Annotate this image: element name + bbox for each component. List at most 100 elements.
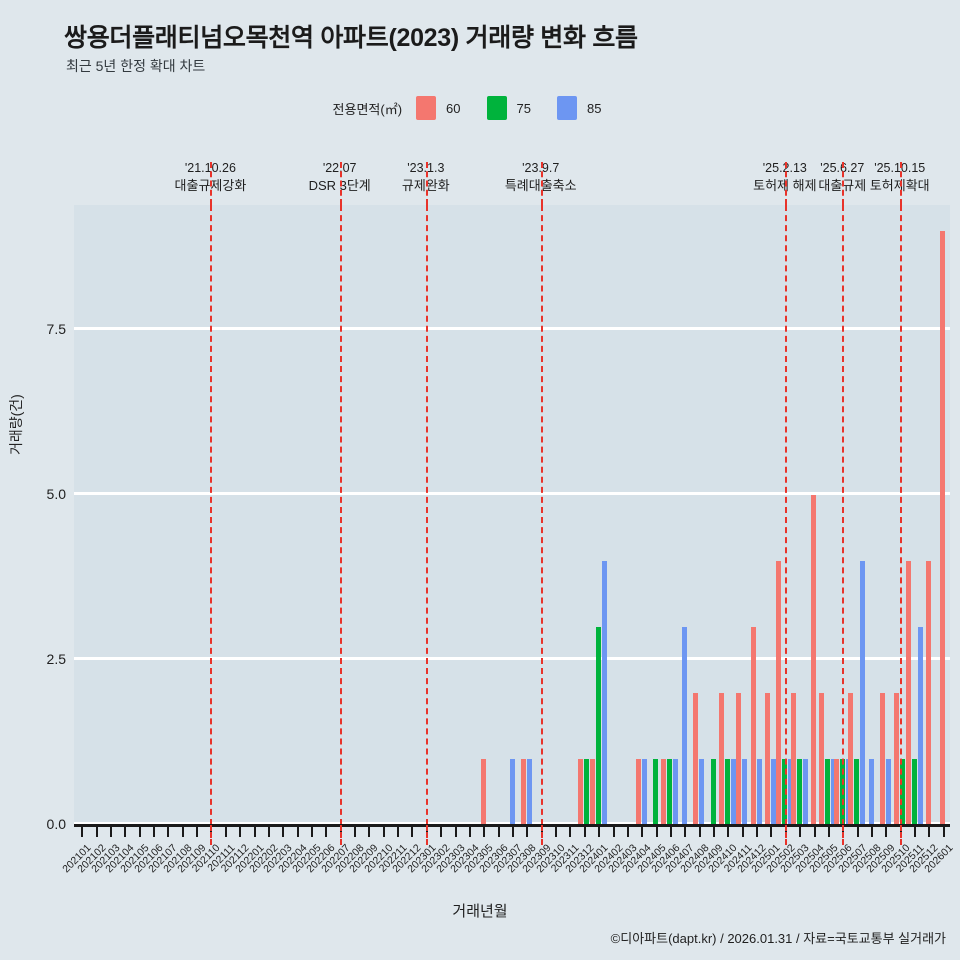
bar-60-202312[interactable] [578, 759, 584, 825]
bar-60-202504[interactable] [811, 495, 817, 825]
bar-60-202510[interactable] [894, 693, 900, 825]
x-tick [641, 827, 644, 837]
bar-75-202510[interactable] [900, 759, 906, 825]
bar-60-202511[interactable] [905, 561, 911, 825]
y-tick-label: 5.0 [46, 486, 66, 503]
event-line-ext-top-202207 [339, 162, 342, 205]
bar-85-202412[interactable] [756, 759, 762, 825]
annotation-date: '23.1.3 [407, 161, 445, 175]
x-tick [569, 827, 572, 837]
x-tick [296, 827, 299, 837]
bar-75-202503[interactable] [796, 759, 802, 825]
bar-85-202511[interactable] [917, 627, 923, 825]
x-tick [713, 827, 716, 837]
bar-60-202410[interactable] [718, 693, 724, 825]
event-line-ext-bottom-202207 [339, 825, 342, 845]
bar-60-202505[interactable] [819, 693, 825, 825]
bar-75-202406[interactable] [667, 759, 673, 825]
legend-entry-75[interactable]: 75 [486, 96, 531, 120]
event-line-ext-top-202510 [899, 162, 902, 205]
x-tick [799, 827, 802, 837]
x-tick [138, 827, 141, 837]
annotation-text: 토허제 해제 [753, 178, 817, 193]
y-tick-label: 2.5 [46, 651, 66, 668]
event-line-ext-bottom-202506 [842, 825, 845, 845]
x-tick [382, 827, 385, 837]
x-axis-label: 거래년월 [452, 903, 508, 920]
bar-85-202404[interactable] [641, 759, 647, 825]
bar-85-202407[interactable] [681, 627, 687, 825]
bar-60-202308[interactable] [520, 759, 526, 825]
bar-60-202305[interactable] [480, 759, 486, 825]
event-line-ext-top-202110 [210, 162, 213, 205]
bar-60-202512[interactable] [925, 561, 931, 825]
bar-75-202405[interactable] [653, 759, 659, 825]
x-tick [856, 827, 859, 837]
bar-60-202404[interactable] [635, 759, 641, 825]
bar-75-202505[interactable] [825, 759, 831, 825]
bar-60-202411[interactable] [736, 693, 742, 825]
bar-85-202410[interactable] [730, 759, 736, 825]
x-tick [526, 827, 529, 837]
bar-85-202509[interactable] [885, 759, 891, 825]
annotation-202309: '23.9.7 특례대출축소 [471, 160, 611, 195]
bar-85-202507[interactable] [860, 561, 866, 825]
x-tick [770, 827, 773, 837]
annotation-date: '21.10.26 [184, 161, 236, 175]
bar-75-202511[interactable] [911, 759, 917, 825]
event-line-ext-bottom-202502 [784, 825, 787, 845]
x-tick [167, 827, 170, 837]
bar-75-202409[interactable] [710, 759, 716, 825]
x-tick [109, 827, 112, 837]
bar-85-202308[interactable] [526, 759, 532, 825]
bar-85-202408[interactable] [699, 759, 705, 825]
legend-entry-60[interactable]: 60 [416, 96, 461, 120]
bar-60-202507[interactable] [848, 693, 854, 825]
legend-entry-85[interactable]: 85 [556, 96, 602, 120]
bar-60-202506[interactable] [833, 759, 839, 825]
bar-85-202503[interactable] [802, 759, 808, 825]
legend-swatch-60 [416, 96, 437, 120]
bar-60-202503[interactable] [790, 693, 796, 825]
x-tick [325, 827, 328, 837]
bar-85-202508[interactable] [868, 759, 874, 825]
x-tick [512, 827, 514, 837]
x-tick [555, 827, 558, 837]
x-tick [928, 827, 931, 837]
x-tick [196, 827, 199, 837]
bar-75-202401[interactable] [595, 627, 601, 825]
bar-60-202509[interactable] [879, 693, 885, 825]
event-line-202207 [339, 205, 342, 825]
bar-60-202601[interactable] [940, 231, 946, 825]
bar-85-202411[interactable] [742, 759, 748, 825]
bar-75-202410[interactable] [724, 759, 730, 825]
x-tick [440, 827, 443, 837]
bar-60-202412[interactable] [750, 627, 756, 825]
legend-swatch-85 [556, 96, 577, 120]
bar-75-202312[interactable] [584, 759, 590, 825]
x-tick [152, 827, 155, 837]
bar-60-202406[interactable] [661, 759, 667, 825]
x-tick [397, 827, 400, 837]
annotation-text: 대출규제강화 [174, 178, 247, 193]
bar-85-202307[interactable] [509, 759, 515, 825]
bar-60-202501[interactable] [764, 693, 770, 825]
bar-75-202507[interactable] [854, 759, 860, 825]
annotation-text: 특례대출축소 [504, 178, 577, 193]
legend-label-85: 85 [586, 100, 602, 116]
x-tick [598, 827, 601, 837]
x-tick [612, 827, 615, 837]
x-tick [483, 827, 486, 837]
x-tick [655, 827, 658, 837]
bar-60-202408[interactable] [693, 693, 699, 825]
bar-60-202502[interactable] [776, 561, 782, 825]
bar-85-202401[interactable] [601, 561, 607, 825]
x-tick [942, 827, 945, 837]
bar-60-202401[interactable] [589, 759, 595, 825]
bar-85-202406[interactable] [673, 759, 679, 825]
event-line-ext-bottom-202301 [425, 825, 428, 845]
x-tick [741, 827, 744, 837]
annotation-202510: '25.10.15 토허제확대 [830, 160, 960, 195]
bar-85-202501[interactable] [770, 759, 776, 825]
gridline [74, 327, 950, 331]
